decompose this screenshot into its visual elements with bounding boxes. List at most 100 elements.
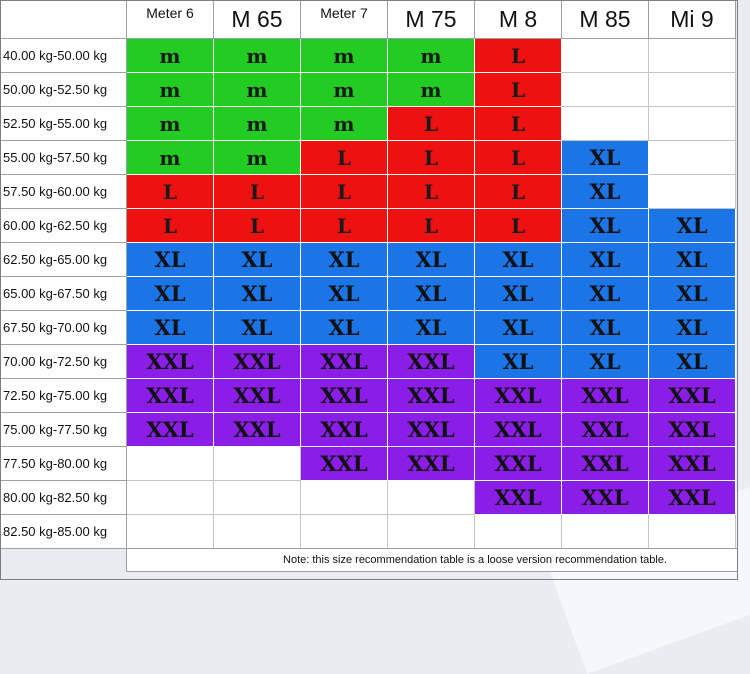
- table-row: 57.50 kg-60.00 kg L L L L L XL: [0, 174, 736, 209]
- table-row: 52.50 kg-55.00 kg m m m L L: [0, 106, 736, 141]
- empty-cell: [561, 514, 649, 549]
- weight-range-label: 55.00 kg-57.50 kg: [0, 140, 127, 175]
- weight-range-label: 60.00 kg-62.50 kg: [0, 208, 127, 243]
- size-cell: XL: [300, 310, 388, 345]
- size-cell: L: [474, 38, 562, 73]
- empty-cell: [213, 446, 301, 481]
- table-row: 82.50 kg-85.00 kg: [0, 514, 736, 549]
- table-frame: [0, 0, 738, 580]
- size-cell: XXL: [561, 378, 649, 413]
- size-cell: XL: [387, 310, 475, 345]
- empty-cell: [387, 480, 475, 515]
- size-cell: XXL: [213, 378, 301, 413]
- size-cell: XL: [300, 242, 388, 277]
- size-cell: XXL: [300, 446, 388, 481]
- size-cell: XL: [561, 276, 649, 311]
- size-cell: L: [126, 174, 214, 209]
- size-cell: XXL: [300, 378, 388, 413]
- table-row: 50.00 kg-52.50 kg m m m m L: [0, 72, 736, 107]
- size-cell: XL: [474, 242, 562, 277]
- weight-range-label: 62.50 kg-65.00 kg: [0, 242, 127, 277]
- size-cell: L: [474, 174, 562, 209]
- size-cell: XXL: [474, 378, 562, 413]
- size-cell: L: [300, 174, 388, 209]
- table-row: 70.00 kg-72.50 kg XXL XXL XXL XXL XL XL XL: [0, 344, 736, 379]
- size-cell: XL: [387, 276, 475, 311]
- size-cell: L: [474, 72, 562, 107]
- size-cell: XXL: [126, 344, 214, 379]
- table-row: 65.00 kg-67.50 kg XL XL XL XL XL XL XL: [0, 276, 736, 311]
- size-cell: m: [126, 38, 214, 73]
- table-row: 80.00 kg-82.50 kg XXL XXL XXL: [0, 480, 736, 515]
- table-row: 62.50 kg-65.00 kg XL XL XL XL XL XL XL: [0, 242, 736, 277]
- table-row: 40.00 kg-50.00 kg m m m m L: [0, 38, 736, 73]
- column-header: M 75: [387, 0, 475, 39]
- size-cell: XL: [648, 242, 736, 277]
- empty-cell: [387, 514, 475, 549]
- size-cell: XXL: [387, 378, 475, 413]
- empty-cell: [126, 446, 214, 481]
- size-cell: L: [387, 208, 475, 243]
- table-row: 55.00 kg-57.50 kg m m L L L XL: [0, 140, 736, 175]
- weight-range-label: 70.00 kg-72.50 kg: [0, 344, 127, 379]
- size-cell: m: [213, 106, 301, 141]
- table-row: 75.00 kg-77.50 kg XXL XXL XXL XXL XXL XXL XXL: [0, 412, 736, 447]
- size-cell: L: [300, 140, 388, 175]
- size-cell: XL: [213, 276, 301, 311]
- size-cell: L: [474, 106, 562, 141]
- table-note: Note: this size recommendation table is …: [126, 548, 738, 572]
- column-header: M 8: [474, 0, 562, 39]
- weight-range-label: 50.00 kg-52.50 kg: [0, 72, 127, 107]
- size-cell: XXL: [648, 480, 736, 515]
- empty-cell: [126, 514, 214, 549]
- size-cell: m: [300, 72, 388, 107]
- empty-cell: [648, 174, 736, 209]
- size-cell: XL: [213, 242, 301, 277]
- size-cell: m: [126, 72, 214, 107]
- empty-cell: [648, 514, 736, 549]
- column-header: M 65: [213, 0, 301, 39]
- empty-cell: [474, 514, 562, 549]
- weight-range-label: 75.00 kg-77.50 kg: [0, 412, 127, 447]
- size-cell: XXL: [474, 446, 562, 481]
- size-cell: XXL: [387, 446, 475, 481]
- size-cell: XL: [561, 208, 649, 243]
- size-cell: XL: [387, 242, 475, 277]
- size-cell: m: [213, 72, 301, 107]
- size-cell: m: [300, 106, 388, 141]
- size-cell: m: [300, 38, 388, 73]
- weight-range-label: 72.50 kg-75.00 kg: [0, 378, 127, 413]
- size-cell: XXL: [213, 344, 301, 379]
- size-cell: XL: [474, 344, 562, 379]
- header-row: Meter 6 M 65 Meter 7 M 75 M 8 M 85 Mi 9: [0, 0, 736, 39]
- size-cell: XXL: [648, 446, 736, 481]
- table-row: 60.00 kg-62.50 kg L L L L L XL XL: [0, 208, 736, 243]
- weight-range-label: 80.00 kg-82.50 kg: [0, 480, 127, 515]
- size-cell: XXL: [561, 446, 649, 481]
- size-cell: XXL: [648, 378, 736, 413]
- size-cell: XL: [126, 310, 214, 345]
- column-header: Mi 9: [648, 0, 736, 39]
- weight-range-label: 52.50 kg-55.00 kg: [0, 106, 127, 141]
- size-cell: XL: [561, 140, 649, 175]
- size-cell: XXL: [126, 412, 214, 447]
- empty-cell: [648, 106, 736, 141]
- size-cell: XL: [213, 310, 301, 345]
- size-cell: m: [387, 38, 475, 73]
- table-row: 72.50 kg-75.00 kg XXL XXL XXL XXL XXL XXL XXL: [0, 378, 736, 413]
- empty-cell: [561, 72, 649, 107]
- weight-range-label: 57.50 kg-60.00 kg: [0, 174, 127, 209]
- weight-range-label: 82.50 kg-85.00 kg: [0, 514, 127, 549]
- size-cell: m: [213, 38, 301, 73]
- size-cell: XXL: [300, 344, 388, 379]
- corner-cell: [0, 0, 127, 39]
- size-cell: XXL: [648, 412, 736, 447]
- weight-range-label: 40.00 kg-50.00 kg: [0, 38, 127, 73]
- size-cell: XL: [561, 310, 649, 345]
- empty-cell: [300, 514, 388, 549]
- weight-range-label: 67.50 kg-70.00 kg: [0, 310, 127, 345]
- size-cell: m: [126, 140, 214, 175]
- weight-range-label: 77.50 kg-80.00 kg: [0, 446, 127, 481]
- size-cell: XL: [126, 276, 214, 311]
- size-cell: L: [474, 208, 562, 243]
